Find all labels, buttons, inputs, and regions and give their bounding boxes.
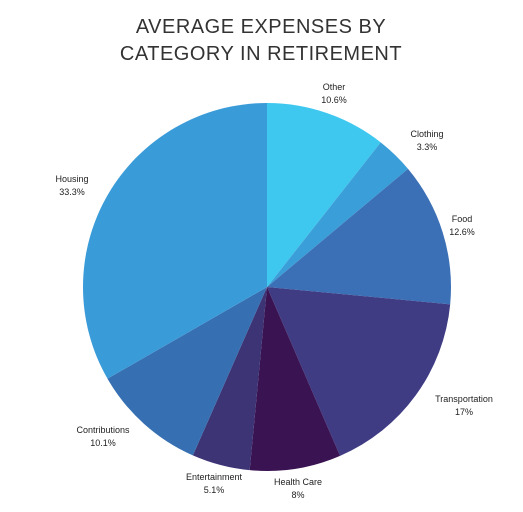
pie-slice	[267, 142, 409, 287]
chart-title: AVERAGE EXPENSES BY CATEGORY IN RETIREME…	[119, 16, 403, 65]
slice-label: Health Care	[274, 477, 322, 487]
slice-value-label: 3.3%	[417, 142, 438, 152]
slice-label: Food	[452, 214, 473, 224]
slice-value-label: 10.6%	[321, 95, 347, 105]
slice-label: Entertainment	[186, 472, 243, 482]
pie-slice	[82, 102, 267, 379]
slice-label: Contributions	[76, 425, 130, 435]
slice-value-label: 8%	[291, 490, 304, 500]
slice-value-label: 5.1%	[204, 485, 225, 495]
pie-slice	[267, 168, 451, 305]
slice-label: Other	[323, 82, 346, 92]
slice-value-label: 12.6%	[449, 227, 475, 237]
slice-value-label: 33.3%	[59, 187, 85, 197]
pie-slice	[107, 287, 268, 456]
slice-label: Housing	[55, 174, 88, 184]
slice-value-label: 10.1%	[90, 438, 116, 448]
pie-slice	[267, 103, 381, 287]
pie-slice	[192, 287, 267, 471]
pie-slice	[267, 287, 451, 456]
slice-value-label: 17%	[455, 407, 473, 417]
pie-slice	[249, 287, 341, 472]
slice-label: Transportation	[435, 394, 493, 404]
slice-label: Clothing	[410, 129, 443, 139]
